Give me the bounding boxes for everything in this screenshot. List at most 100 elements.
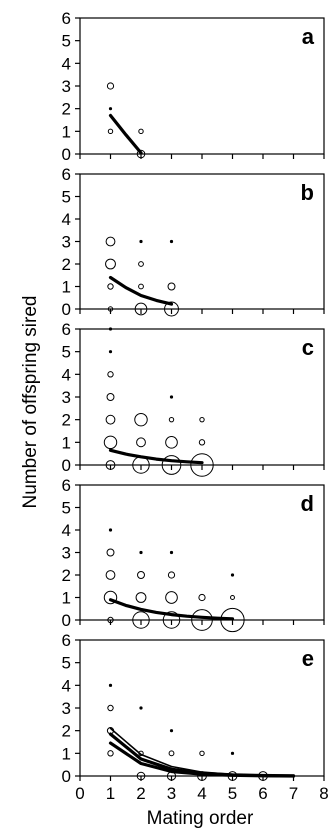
data-point	[138, 283, 144, 290]
y-tick-label: 5	[62, 499, 71, 518]
x-tick-label: 3	[167, 784, 176, 803]
y-tick-label: 5	[62, 188, 71, 207]
y-tick-label: 3	[62, 233, 71, 252]
data-point	[107, 371, 114, 378]
data-point	[105, 570, 116, 580]
y-tick-label: 2	[62, 100, 71, 119]
data-point	[162, 611, 181, 629]
y-tick-label: 3	[62, 77, 71, 96]
data-point	[108, 528, 113, 532]
data-point	[138, 261, 144, 267]
y-tick-label: 6	[62, 631, 71, 650]
data-point	[137, 571, 145, 579]
data-point	[167, 571, 176, 579]
x-tick-label: 4	[197, 784, 206, 803]
fit-line	[109, 727, 295, 777]
y-tick-label: 1	[62, 589, 71, 608]
panel-d: 0 1 2 3 4 5 6 d	[62, 476, 325, 633]
data-point	[198, 593, 206, 602]
panel-letter: a	[302, 24, 315, 49]
panel-letter: d	[301, 491, 314, 516]
data-point	[139, 706, 143, 710]
x-tick-label: 5	[228, 784, 237, 803]
data-point	[199, 416, 205, 423]
data-point	[132, 611, 150, 629]
data-point	[138, 128, 144, 135]
y-tick-label: 1	[62, 278, 71, 297]
data-point	[103, 590, 118, 605]
x-tick-label: 7	[289, 784, 298, 803]
data-point	[190, 453, 214, 477]
data-point	[136, 771, 146, 781]
data-point	[105, 258, 116, 270]
data-point	[107, 750, 114, 757]
fit-line	[108, 448, 204, 465]
y-tick-label: 6	[62, 165, 71, 184]
fit-line	[108, 598, 235, 621]
panel-frame	[79, 173, 325, 310]
x-tick-label: 2	[136, 784, 145, 803]
data-point	[106, 82, 115, 90]
y-tick-label: 4	[62, 54, 71, 73]
y-tick-label: 3	[62, 388, 71, 407]
data-point	[107, 283, 114, 290]
y-tick-label: 4	[62, 210, 71, 229]
data-point	[105, 414, 116, 425]
data-point	[169, 550, 174, 555]
data-point	[108, 327, 113, 331]
data-point	[136, 149, 146, 159]
panel-e: 0 1 2 3 4 5 6 e	[62, 631, 325, 786]
data-point	[108, 350, 113, 354]
panel-frame	[79, 17, 325, 155]
data-point	[169, 395, 174, 399]
data-point	[165, 436, 178, 449]
y-tick-label: 0	[62, 611, 71, 630]
x-tick-label: 0	[75, 784, 84, 803]
data-point	[220, 607, 245, 633]
y-tick-label: 6	[62, 9, 71, 28]
data-point	[107, 128, 114, 135]
y-tick-label: 4	[62, 521, 71, 540]
x-tick-label: 6	[258, 784, 267, 803]
data-point	[107, 616, 114, 624]
data-point	[134, 302, 148, 316]
data-point	[105, 460, 116, 470]
y-tick-label: 6	[62, 476, 71, 495]
y-tick-label: 1	[62, 433, 71, 452]
data-point	[134, 412, 148, 427]
data-point	[107, 306, 114, 312]
data-point	[108, 683, 113, 687]
x-tick-label: 1	[106, 784, 115, 803]
y-tick-label: 6	[62, 320, 71, 339]
data-point	[199, 750, 205, 757]
data-point	[107, 704, 114, 712]
data-point	[169, 729, 174, 733]
fit-line	[108, 113, 143, 155]
y-tick-label: 0	[62, 767, 71, 786]
panel-letter: b	[301, 180, 314, 205]
y-tick-label: 4	[62, 676, 71, 695]
y-tick-label: 2	[62, 722, 71, 741]
data-point	[139, 550, 143, 555]
data-point	[106, 393, 115, 401]
y-tick-label: 2	[62, 566, 71, 585]
fit-line	[108, 275, 174, 306]
data-point	[167, 282, 176, 291]
y-tick-label: 2	[62, 255, 71, 274]
data-point	[135, 592, 147, 603]
data-point	[164, 301, 179, 317]
y-axis-label: Number of offspring sired	[20, 296, 41, 509]
fit-line	[108, 732, 296, 778]
data-point	[168, 416, 175, 423]
data-point	[191, 609, 213, 631]
data-point	[230, 595, 235, 600]
y-tick-label: 5	[62, 654, 71, 673]
data-point	[230, 751, 235, 755]
data-point	[136, 437, 146, 448]
data-point	[139, 239, 143, 244]
panel-letter: c	[302, 335, 314, 360]
y-tick-label: 4	[62, 365, 71, 384]
data-point	[106, 548, 115, 557]
y-tick-label: 1	[62, 744, 71, 763]
